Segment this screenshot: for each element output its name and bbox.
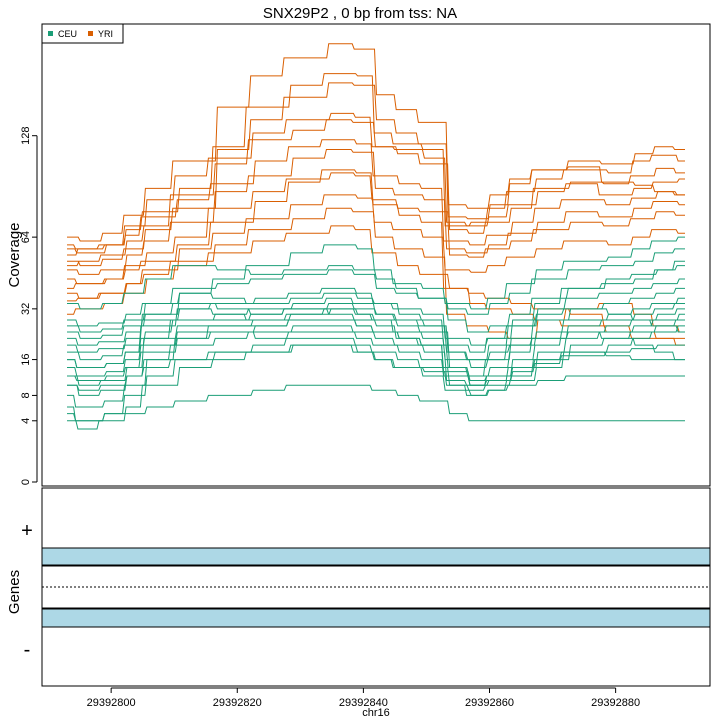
coverage-line-yri-2: [67, 73, 685, 256]
coverage-line-ceu-24: [67, 319, 685, 381]
coverage-line-yri-4: [67, 139, 685, 254]
x-tick-label: 29392800: [87, 697, 136, 709]
coverage-line-ceu-27: [67, 292, 685, 346]
coverage-line-yri-7: [67, 194, 685, 302]
y-tick-label: 128: [20, 127, 32, 145]
x-tick-label: 29392840: [339, 697, 388, 709]
coverage-line-ceu-20: [67, 313, 685, 396]
coverage-line-ceu-22: [67, 325, 685, 430]
coverage-line-ceu-21: [67, 319, 685, 422]
strand-minus-label: -: [24, 639, 31, 661]
legend-label-yri: YRI: [98, 29, 113, 39]
coverage-line-yri-3: [67, 82, 685, 267]
coverage-line-ceu-26: [67, 384, 685, 422]
y-tick-label: 0: [20, 479, 32, 485]
coverage-y-label: Coverage: [6, 222, 23, 287]
y-tick-label: 8: [20, 392, 32, 398]
chart-title: SNX29P2 , 0 bp from tss: NA: [263, 5, 457, 22]
coverage-lines: [67, 43, 685, 430]
y-tick-label: 16: [20, 353, 32, 365]
coverage-line-ceu-23: [67, 303, 685, 361]
strand-plus-label: +: [21, 520, 33, 542]
coverage-y-axis: 0 4 8 16 32 64 128: [20, 127, 38, 485]
legend-box: [41, 23, 124, 44]
coverage-line-yri-10: [67, 207, 685, 339]
minus-strand-track: [41, 608, 711, 628]
coverage-line-yri-8: [67, 43, 685, 242]
x-tick-label: 29392860: [465, 697, 514, 709]
coverage-panel-frame: [41, 23, 711, 487]
coverage-line-ceu-25: [67, 344, 685, 396]
y-tick-label: 4: [20, 418, 32, 424]
genes-y-label: Genes: [6, 570, 23, 614]
x-tick-label: 29392820: [213, 697, 262, 709]
coverage-line-yri-0: [67, 119, 685, 267]
y-tick-label: 32: [20, 303, 32, 315]
plus-strand-frame: [41, 487, 711, 567]
x-tick-label: 29392880: [591, 697, 640, 709]
coverage-line-yri-5: [67, 149, 685, 275]
coverage-line-yri-6: [67, 172, 685, 289]
coverage-line-ceu-12: [67, 236, 685, 353]
plus-strand-track: [41, 547, 711, 566]
coverage-line-ceu-28: [67, 260, 685, 333]
coverage-line-ceu-29: [67, 331, 685, 386]
legend-label-ceu: CEU: [58, 29, 77, 39]
legend-swatch-ceu: [48, 31, 53, 36]
x-axis-label: chr16: [362, 707, 390, 719]
x-axis: 29392800 29392820 29392840 29392860 29392880: [87, 687, 640, 709]
legend-swatch-yri: [88, 31, 93, 36]
coverage-line-yri-1: [67, 112, 685, 250]
y-tick-label: 64: [20, 231, 32, 243]
legend: CEU YRI: [41, 23, 124, 44]
minus-strand-frame: [41, 607, 711, 687]
coverage-line-ceu-16: [67, 287, 685, 408]
